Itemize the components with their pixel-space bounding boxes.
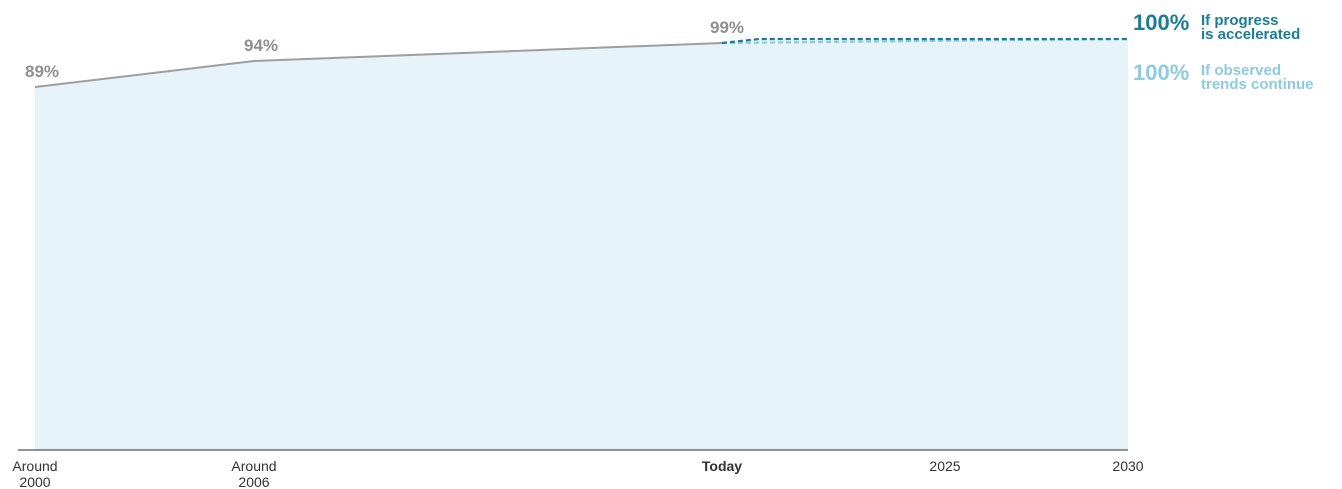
data-label: 94% — [244, 36, 278, 55]
x-tick-label: Today — [702, 458, 742, 474]
x-tick-label: 2025 — [929, 458, 960, 474]
legend-value: 100% — [1133, 60, 1189, 85]
legend-item-1: 100% If observed trends continue — [1133, 60, 1314, 93]
projection-lines — [721, 37, 1129, 45]
data-label: 99% — [710, 18, 744, 37]
projection-line-0 — [721, 37, 1128, 45]
x-tick-label: Around 2000 — [12, 458, 57, 489]
legend-label: If progress is accelerated — [1201, 12, 1300, 43]
data-label: 89% — [25, 62, 59, 81]
legend-label: If observed trends continue — [1201, 62, 1314, 93]
x-axis-ticks: Around 2000 Around 2006 Today 2025 2030 — [12, 458, 1143, 489]
x-tick-label: Around 2006 — [231, 458, 276, 489]
legend-value: 100% — [1133, 10, 1189, 35]
observed-area — [35, 39, 1128, 450]
x-tick-label: 2030 — [1112, 458, 1143, 474]
observed-series-line — [34, 42, 723, 88]
legend-item-0: 100% If progress is accelerated — [1133, 10, 1300, 43]
legend: 100% If progress is accelerated 100% If obse… — [1133, 10, 1314, 93]
data-labels: 89% 94% 99% — [25, 18, 744, 81]
